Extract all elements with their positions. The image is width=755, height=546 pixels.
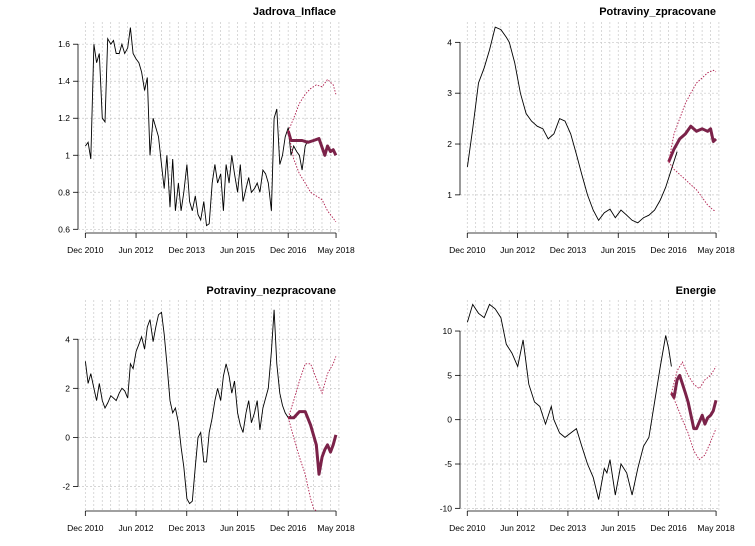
series-lower-line xyxy=(668,161,717,212)
series-upper-line xyxy=(668,69,717,162)
x-tick-label: May 2018 xyxy=(697,245,735,255)
x-tick-label: Dec 2013 xyxy=(550,245,587,255)
y-tick-label: 1 xyxy=(65,150,70,160)
chart-title: Jadrova_Inflace xyxy=(253,6,336,18)
y-tick-label: -10 xyxy=(440,503,453,513)
series-forecast-line xyxy=(667,124,718,163)
y-tick-label: 1.4 xyxy=(58,76,70,86)
x-tick-label: Dec 2016 xyxy=(650,523,687,533)
chart-panel-1: Potraviny_zpracovane 1 2 3 4 Dec 2010 Jun 2012… xyxy=(447,6,735,255)
x-tick-label: Jun 2012 xyxy=(119,245,154,255)
y-tick-label: 0 xyxy=(65,432,70,442)
x-tick-label: Dec 2013 xyxy=(550,523,587,533)
series-history-line xyxy=(466,303,672,500)
series-history-line xyxy=(85,27,309,227)
y-tick-label: -2 xyxy=(62,481,70,491)
x-tick-label: Jun 2012 xyxy=(500,523,535,533)
x-tick-label: May 2018 xyxy=(697,523,735,533)
y-tick-label: 4 xyxy=(447,37,452,47)
x-tick-label: Dec 2013 xyxy=(169,245,206,255)
y-tick-label: 10 xyxy=(443,326,453,336)
y-tick-label: 1.2 xyxy=(58,113,70,123)
series-upper-line xyxy=(287,78,337,132)
x-tick-label: Dec 2010 xyxy=(67,523,104,533)
x-tick-label: Jun 2015 xyxy=(601,245,636,255)
x-tick-label: May 2018 xyxy=(317,523,355,533)
chart-title: Energie xyxy=(676,285,716,297)
y-tick-label: 3 xyxy=(447,88,452,98)
y-tick-label: 0.6 xyxy=(58,224,70,234)
y-tick-label: 0.8 xyxy=(58,187,70,197)
y-tick-label: 4 xyxy=(65,334,70,344)
x-tick-label: Dec 2016 xyxy=(270,523,307,533)
y-tick-label: 0 xyxy=(447,415,452,425)
chart-panel-3: Energie -10 -5 0 5 10 Dec 2010 Jun 2012 Dec 2013… xyxy=(440,285,735,533)
series-forecast-line xyxy=(286,130,338,157)
x-tick-label: Dec 2016 xyxy=(650,245,687,255)
chart-title: Potraviny_zpracovane xyxy=(599,6,716,18)
chart-panel-0: Jadrova_Inflace 0.6 0.8 1 1.2 1.4 1.6 Dec 2010 J… xyxy=(58,6,355,255)
series-forecast-line xyxy=(670,373,718,431)
series-history-line xyxy=(84,309,292,505)
chart-title: Potraviny_nezpracovane xyxy=(206,285,336,297)
x-tick-label: Dec 2013 xyxy=(169,523,206,533)
series-upper-line xyxy=(287,356,337,418)
x-tick-label: Dec 2010 xyxy=(67,245,104,255)
x-tick-label: Dec 2010 xyxy=(449,245,486,255)
x-tick-label: Jun 2012 xyxy=(500,245,535,255)
series-lower-line xyxy=(670,392,717,461)
y-tick-label: 1 xyxy=(447,190,452,200)
x-tick-label: Jun 2012 xyxy=(119,523,154,533)
x-tick-label: Dec 2016 xyxy=(270,245,307,255)
series-forecast-line xyxy=(288,410,338,476)
series-lower-line xyxy=(287,131,337,223)
y-tick-label: 5 xyxy=(447,370,452,380)
series-lower-line xyxy=(287,417,317,512)
x-tick-label: Jun 2015 xyxy=(601,523,636,533)
x-tick-label: Jun 2015 xyxy=(220,523,255,533)
x-tick-label: May 2018 xyxy=(317,245,355,255)
chart-panel-2: Potraviny_nezpracovane -2 0 2 4 Dec 2010 Jun 2… xyxy=(62,285,355,533)
series-upper-line xyxy=(670,361,717,394)
y-tick-label: 1.6 xyxy=(58,39,70,49)
y-tick-label: 2 xyxy=(65,383,70,393)
y-tick-label: 2 xyxy=(447,139,452,149)
y-tick-label: -5 xyxy=(444,459,452,469)
x-tick-label: Jun 2015 xyxy=(220,245,255,255)
x-tick-label: Dec 2010 xyxy=(449,523,486,533)
series-history-line xyxy=(466,26,678,224)
